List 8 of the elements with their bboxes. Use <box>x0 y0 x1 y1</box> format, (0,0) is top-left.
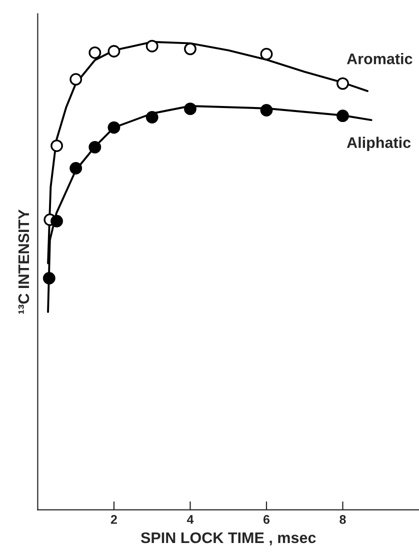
x-axis-title: SPIN LOCK TIME , msec <box>140 532 316 546</box>
series-label: Aromatic <box>346 53 412 64</box>
x-tick-label: 2 <box>110 515 117 524</box>
y-axis-title: ¹³C INTENSITY <box>18 209 30 314</box>
x-tick-label: 4 <box>186 515 194 524</box>
x-tick-label: 8 <box>340 515 346 524</box>
series-label: Aliphatic <box>346 136 411 152</box>
x-tick-label: 6 <box>263 515 270 524</box>
